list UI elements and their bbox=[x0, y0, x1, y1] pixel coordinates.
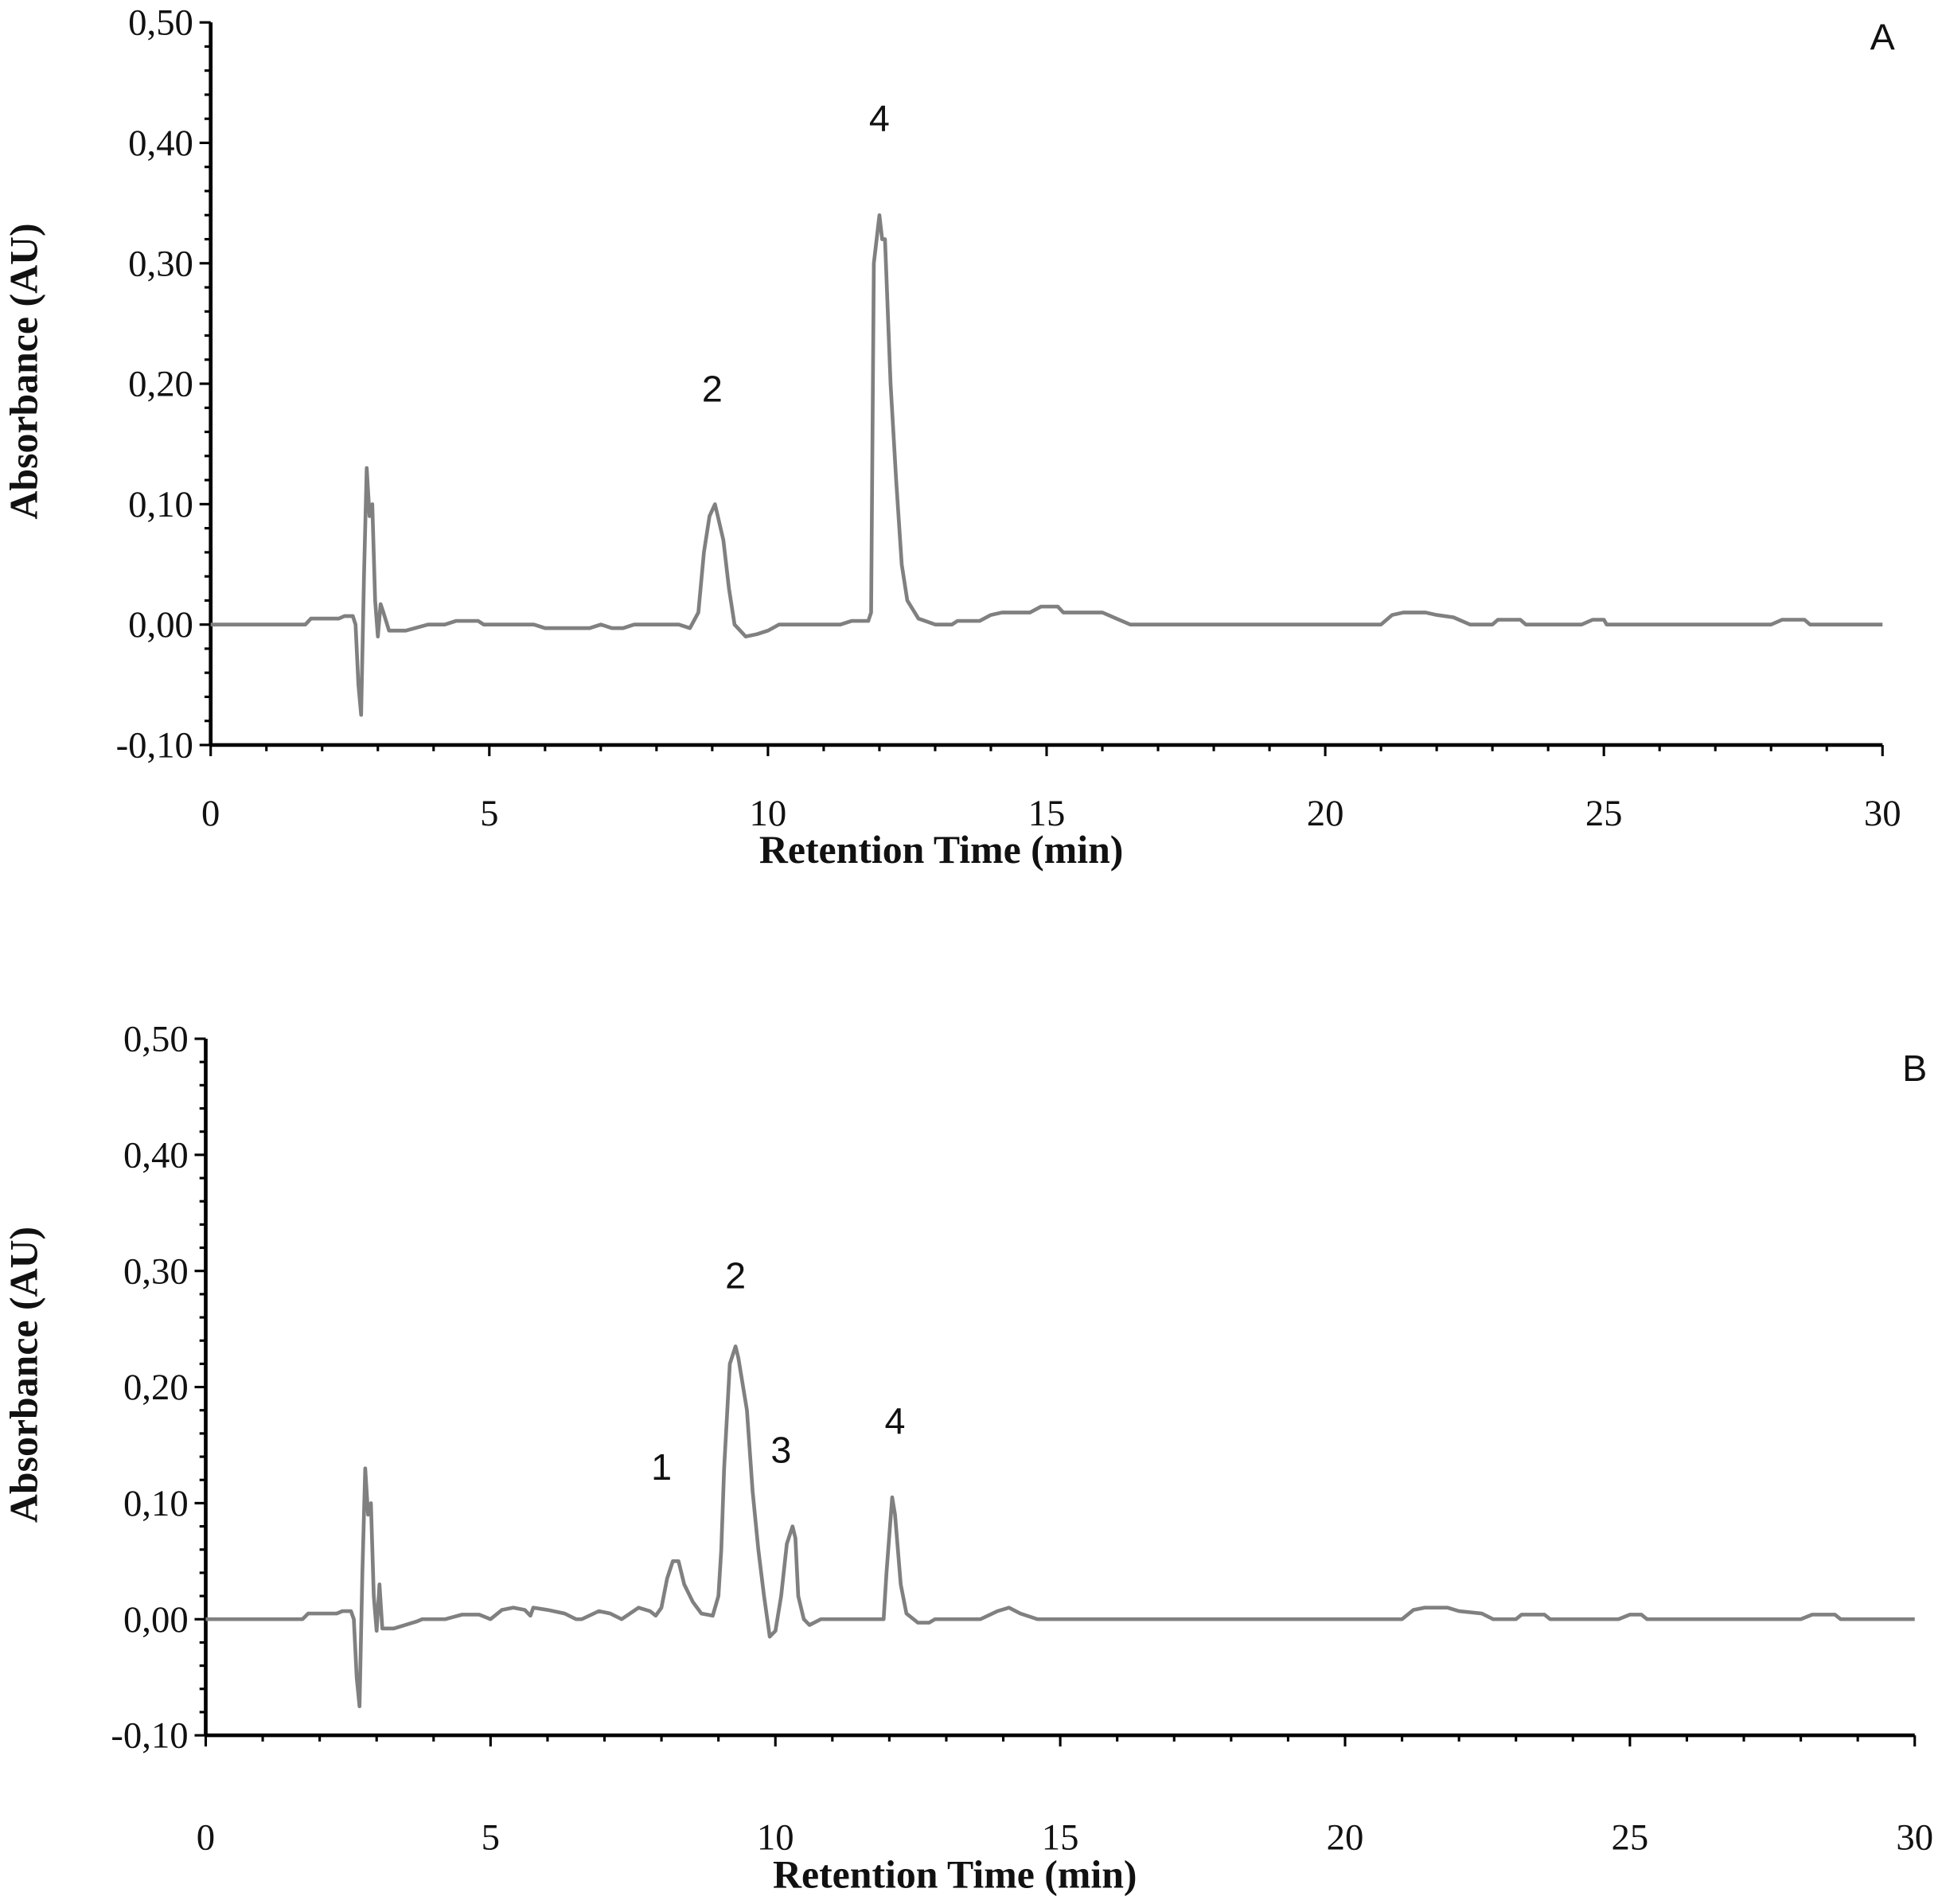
y-tick-label: -0,10 bbox=[111, 1715, 188, 1757]
peak-label: 2 bbox=[702, 369, 723, 410]
y-tick-label: 0,40 bbox=[128, 123, 193, 164]
y-axis-label: Absorbance (AU) bbox=[2, 223, 46, 519]
x-tick-label: 20 bbox=[1327, 1816, 1364, 1858]
y-tick-label: 0,00 bbox=[123, 1599, 189, 1641]
chart-panel-b: 0 5 10 15 20 25 30 -0,10 0,00 0,10 0,20 0,30 0,40 0,5… bbox=[2, 1019, 1933, 1897]
x-axis-label: Retention Time (min) bbox=[759, 828, 1124, 872]
series-line bbox=[205, 1344, 1915, 1708]
x-tick-label: 30 bbox=[1896, 1816, 1933, 1858]
y-tick-label: 0,00 bbox=[128, 604, 193, 646]
x-tick-label: 10 bbox=[757, 1816, 794, 1858]
peak-label: 3 bbox=[770, 1429, 791, 1470]
y-tick-label: 0,50 bbox=[123, 1019, 189, 1060]
panel-label: B bbox=[1902, 1048, 1927, 1089]
x-tick-label: 5 bbox=[482, 1816, 500, 1858]
peak-label: 1 bbox=[651, 1446, 672, 1488]
y-tick-label: 0,10 bbox=[123, 1483, 189, 1524]
y-tick-label: 0,30 bbox=[123, 1250, 189, 1292]
peak-label: 4 bbox=[885, 1400, 906, 1442]
y-tick-label: -0,10 bbox=[116, 725, 193, 767]
peak-label: 2 bbox=[725, 1255, 746, 1297]
y-tick-label: 0,30 bbox=[128, 243, 193, 284]
y-tick-label: 0,40 bbox=[123, 1134, 189, 1176]
y-axis-label: Absorbance (AU) bbox=[2, 1227, 46, 1523]
x-tick-label: 0 bbox=[201, 793, 220, 834]
chart-panel-a: 0 5 10 15 20 25 30 -0,10 0,00 0,10 0,20 0,30 0,40 0,5… bbox=[2, 2, 1901, 872]
x-tick-label: 15 bbox=[1028, 793, 1066, 834]
y-tick-label: 0,50 bbox=[128, 2, 193, 44]
x-tick-label: 15 bbox=[1042, 1816, 1079, 1858]
y-tick-label: 0,20 bbox=[128, 364, 193, 405]
x-tick-label: 0 bbox=[197, 1816, 215, 1858]
x-tick-label: 30 bbox=[1864, 793, 1901, 834]
x-tick-label: 25 bbox=[1612, 1816, 1649, 1858]
y-tick-label: 0,20 bbox=[123, 1367, 189, 1408]
x-tick-label: 25 bbox=[1585, 793, 1623, 834]
panel-label: A bbox=[1870, 16, 1896, 57]
x-tick-label: 20 bbox=[1307, 793, 1344, 834]
peak-label: 4 bbox=[869, 97, 890, 139]
x-tick-label: 10 bbox=[750, 793, 787, 834]
x-axis-label: Retention Time (min) bbox=[773, 1853, 1137, 1897]
series-line bbox=[210, 213, 1883, 717]
x-tick-label: 5 bbox=[480, 793, 498, 834]
y-tick-label: 0,10 bbox=[128, 484, 193, 525]
